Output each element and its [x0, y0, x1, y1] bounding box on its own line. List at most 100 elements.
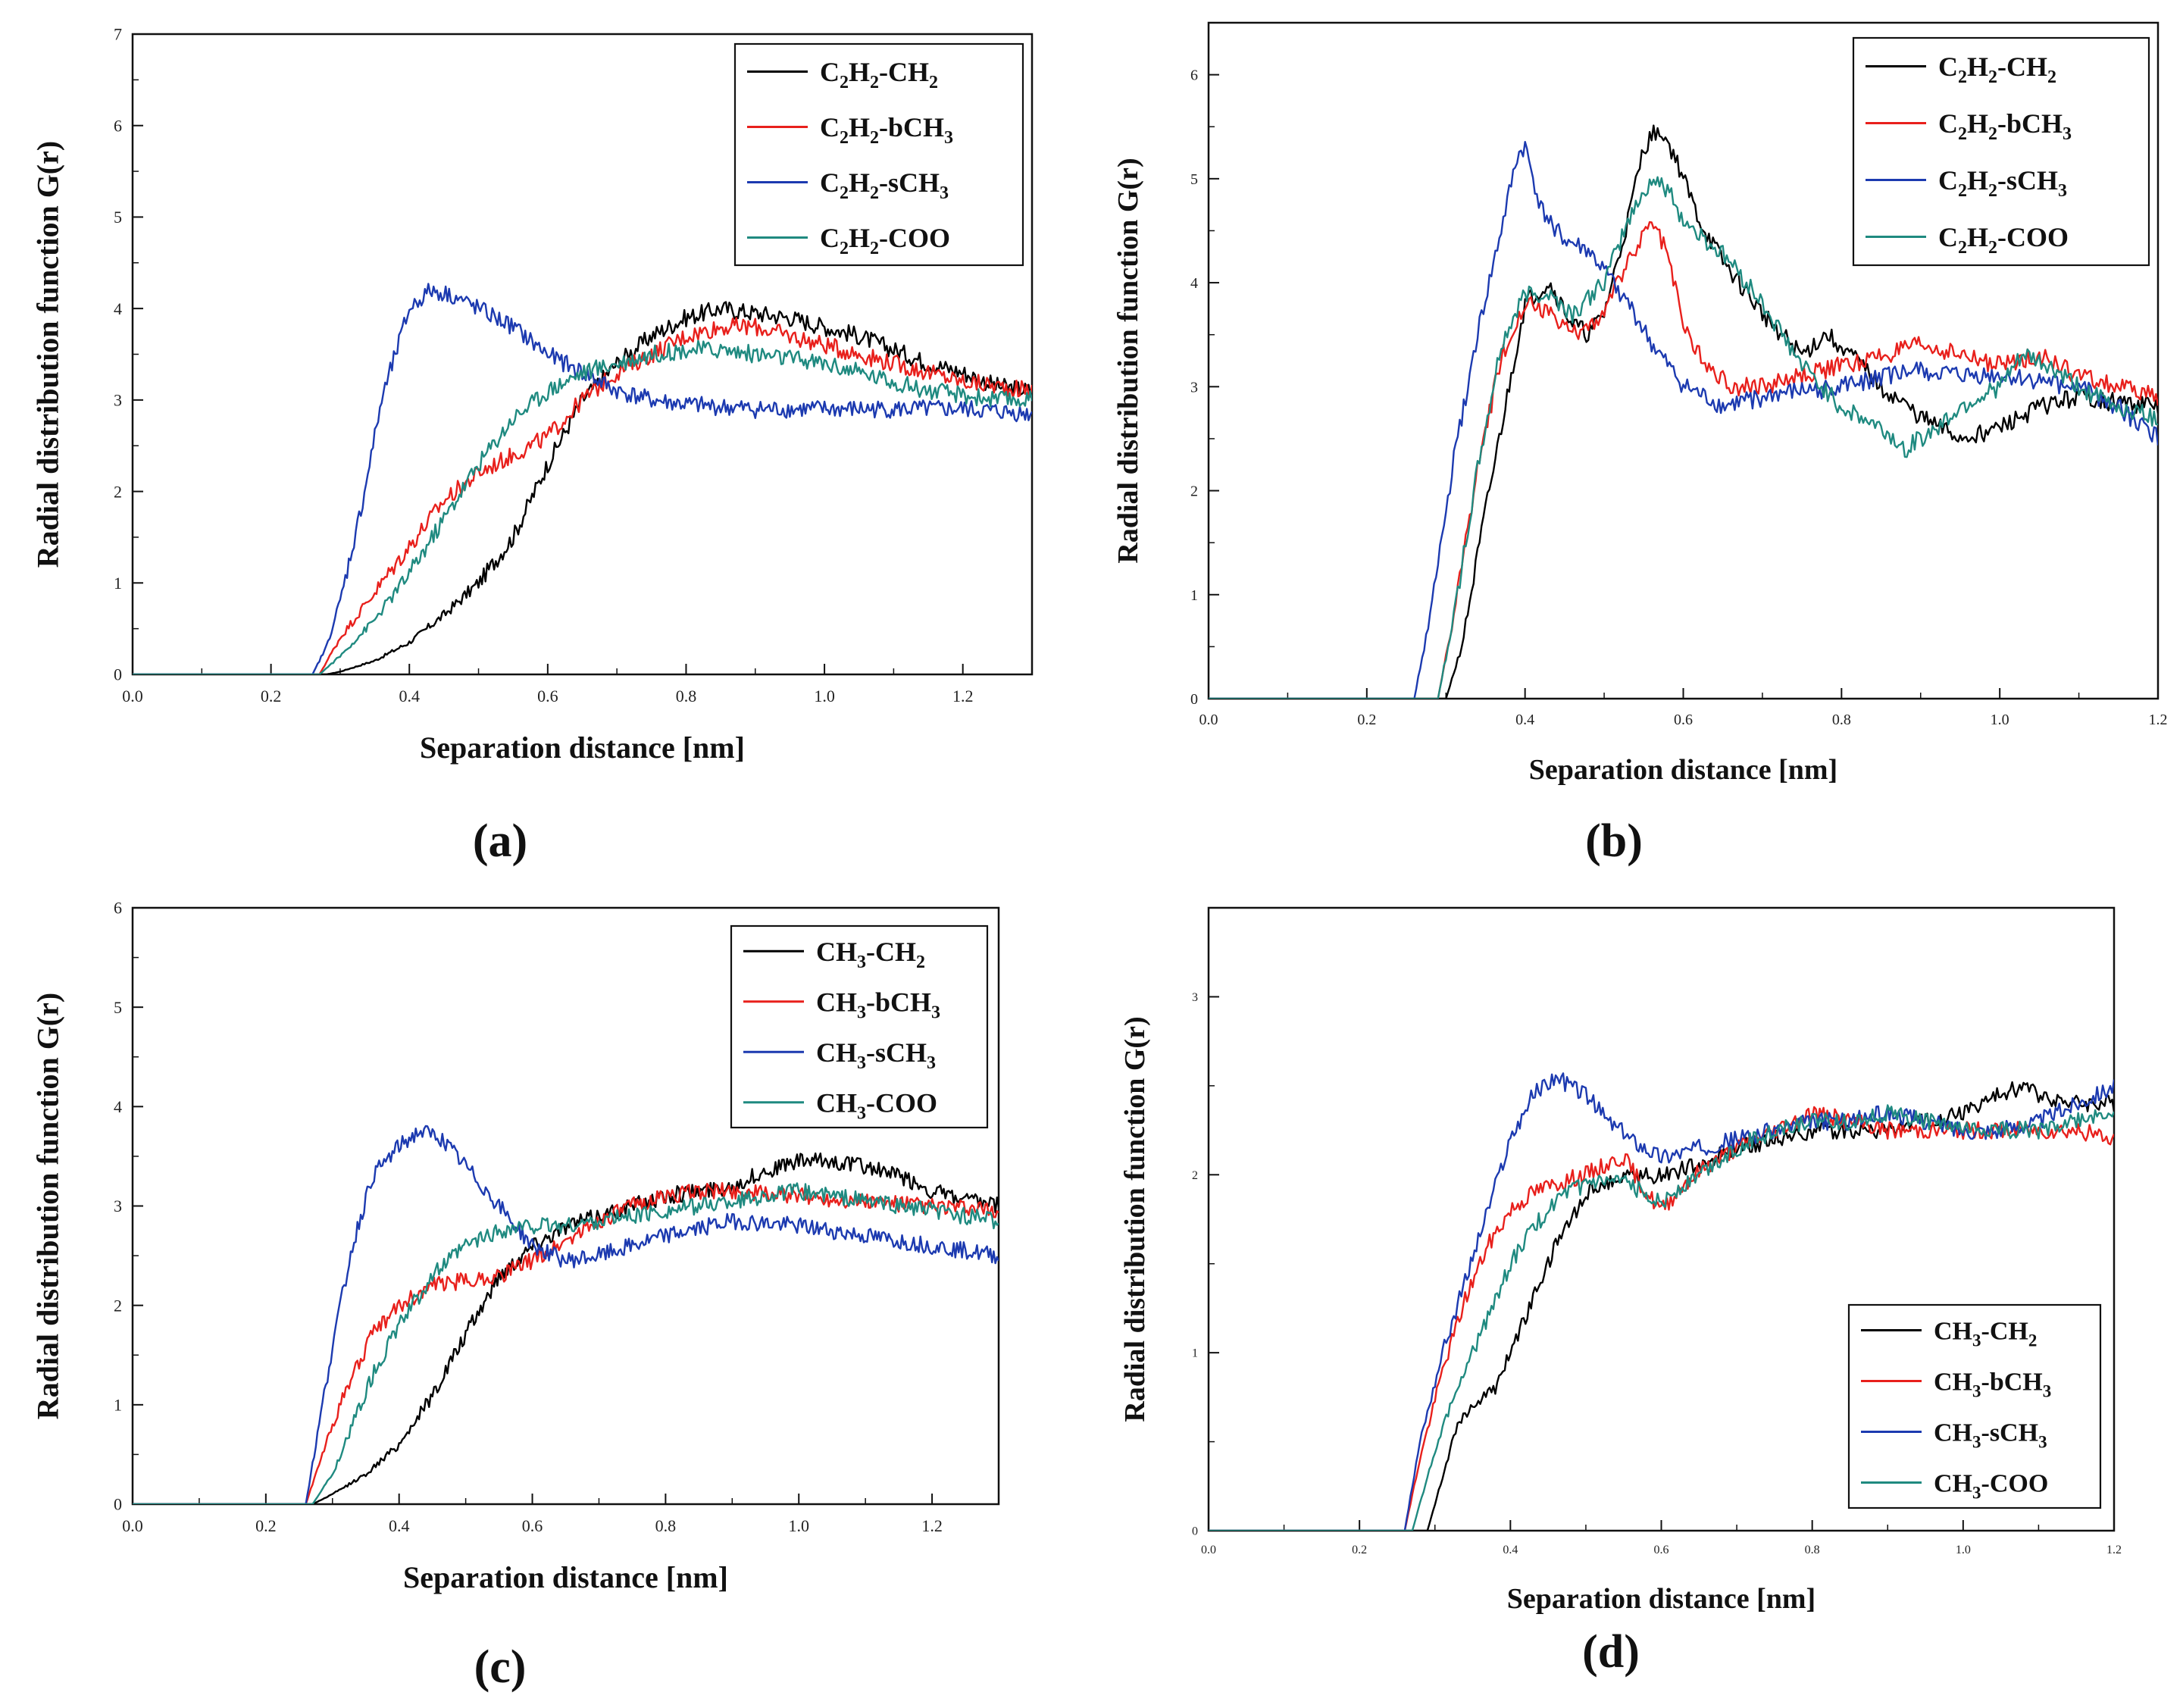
legend-text-part: C — [820, 112, 840, 142]
y-tick-label: 3 — [1192, 991, 1198, 1004]
legend-subscript: 2 — [870, 239, 879, 258]
legend-subscript: 2 — [840, 239, 849, 258]
series-line-C2H2-bCH3 — [1209, 221, 2158, 699]
series-line-C2H2-bCH3 — [133, 317, 1032, 674]
y-tick-label: 5 — [1190, 171, 1198, 188]
series-line-CH3-COO — [1209, 1104, 2114, 1531]
legend-text-part: CH — [816, 1037, 857, 1068]
y-tick-label: 0 — [1192, 1525, 1198, 1538]
legend-subscript: 3 — [944, 128, 953, 148]
legend-text-part: -bCH — [879, 112, 944, 142]
y-tick-label: 1 — [1190, 587, 1198, 604]
x-tick-label: 0.2 — [255, 1516, 277, 1535]
series-line-CH3-bCH3 — [133, 1181, 999, 1504]
legend-text-part: -COO — [879, 223, 950, 253]
y-axis-label: Radial distribution function G(r) — [31, 993, 65, 1419]
legend-subscript: 3 — [1972, 1483, 1981, 1502]
x-tick-label: 0.6 — [537, 687, 558, 705]
legend-subscript: 2 — [1958, 238, 1967, 258]
legend-label: C2​H2​-COO — [1938, 222, 2069, 258]
x-tick-label: 1.0 — [1956, 1544, 1971, 1556]
y-tick-label: 2 — [114, 1296, 122, 1315]
y-axis-label: Radial distribution function G(r) — [31, 141, 65, 568]
y-tick-label: 0 — [114, 665, 122, 684]
y-tick-label: 2 — [114, 482, 122, 501]
x-tick-label: 1.0 — [1991, 712, 2009, 728]
series-line-CH3-sCH3 — [133, 1125, 999, 1504]
x-tick-label: 0.8 — [1805, 1544, 1820, 1556]
legend-text-part: C — [1938, 108, 1958, 139]
y-tick-label: 7 — [114, 25, 122, 44]
legend-text-part: H — [1967, 52, 1988, 82]
legend-subscript: 3 — [857, 1003, 866, 1022]
x-tick-label: 0.0 — [122, 687, 143, 705]
legend-subscript: 2 — [870, 128, 879, 148]
legend-subscript: 2 — [1988, 238, 1997, 258]
y-tick-label: 5 — [114, 208, 122, 227]
series-line-C2H2-COO — [133, 339, 1032, 674]
legend-text-part: CH — [816, 1087, 857, 1118]
panel-label: (a) — [473, 815, 527, 867]
y-tick-label: 3 — [1190, 379, 1198, 396]
legend-text-part: CH — [1934, 1317, 1972, 1345]
legend-text-part: C — [1938, 165, 1958, 196]
legend-label: CH3​-COO — [1934, 1469, 2048, 1502]
legend-subscript: 3 — [1972, 1381, 1981, 1400]
legend-text-part: -CH — [1981, 1317, 2028, 1345]
legend-subscript: 2 — [1988, 124, 1997, 144]
legend-label: CH3​-COO — [816, 1087, 937, 1123]
legend-subscript: 3 — [857, 1103, 866, 1123]
legend-subscript: 2 — [2028, 1331, 2038, 1350]
legend-subscript: 2 — [916, 953, 925, 972]
series-line-CH3-COO — [133, 1182, 999, 1504]
x-tick-label: 0.6 — [522, 1516, 543, 1535]
series-line-C2H2-sCH3 — [1209, 140, 2158, 699]
legend-text-part: C — [820, 167, 840, 198]
legend-subscript: 2 — [1958, 67, 1967, 87]
y-tick-label: 0 — [114, 1495, 122, 1514]
legend-label: CH3​-sCH3​ — [1934, 1419, 2047, 1451]
y-tick-label: 3 — [114, 1197, 122, 1215]
legend-subscript: 3 — [1972, 1331, 1981, 1350]
legend-subscript: 3 — [857, 953, 866, 972]
x-axis-label: Separation distance [nm] — [1507, 1583, 1816, 1615]
x-axis-label: Separation distance [nm] — [403, 1560, 728, 1594]
x-tick-label: 1.2 — [2106, 1544, 2122, 1556]
legend-subscript: 2 — [870, 183, 879, 203]
x-tick-label: 0.4 — [399, 687, 420, 705]
legend-subscript: 3 — [2063, 124, 2072, 144]
panel-b: 0.0 0.2 0.4 0.6 0.8 1.0 1.2 0 1 2 3 4 5 6 Separation d… — [1112, 21, 2168, 867]
legend-text-part: -sCH — [879, 167, 940, 198]
legend-text-part: -sCH — [1981, 1419, 2039, 1447]
y-tick-label: 0 — [1190, 691, 1198, 708]
x-tick-label: 0.2 — [261, 687, 282, 705]
panel-label: (c) — [474, 1641, 527, 1693]
legend-text-part: C — [1938, 52, 1958, 82]
y-tick-label: 1 — [114, 574, 122, 593]
legend-text-part: H — [849, 167, 870, 198]
series-line-CH3-sCH3 — [1209, 1072, 2114, 1531]
x-tick-label: 0.8 — [1832, 712, 1851, 728]
series-line-C2H2-COO — [1209, 176, 2158, 699]
legend-label: C2​H2​-sCH3​ — [1938, 165, 2067, 201]
x-tick-label: 1.2 — [2149, 712, 2168, 728]
legend-subscript: 3 — [2038, 1432, 2047, 1451]
legend-subscript: 3 — [2058, 181, 2067, 201]
legend-text-part: CH — [816, 937, 857, 967]
legend-box — [730, 924, 989, 1129]
x-tick-label: 0.4 — [1515, 712, 1534, 728]
y-tick-label: 6 — [1190, 67, 1198, 84]
legend-text-part: -bCH — [1997, 108, 2063, 139]
legend-subscript: 2 — [1988, 181, 1997, 201]
legend-box — [1847, 1303, 2102, 1509]
legend-label: CH3​-bCH3​ — [816, 987, 940, 1022]
x-tick-label: 0.6 — [1674, 712, 1693, 728]
legend-label: C2​H2​-bCH3​ — [1938, 108, 2072, 144]
legend-text-part: C — [820, 223, 840, 253]
legend-subscript: 2 — [870, 73, 879, 92]
y-axis-label: Radial distribution function G(r) — [1119, 1016, 1151, 1422]
legend-subscript: 3 — [1972, 1432, 1981, 1451]
legend-subscript: 2 — [840, 73, 849, 92]
legend-subscript: 2 — [840, 183, 849, 203]
